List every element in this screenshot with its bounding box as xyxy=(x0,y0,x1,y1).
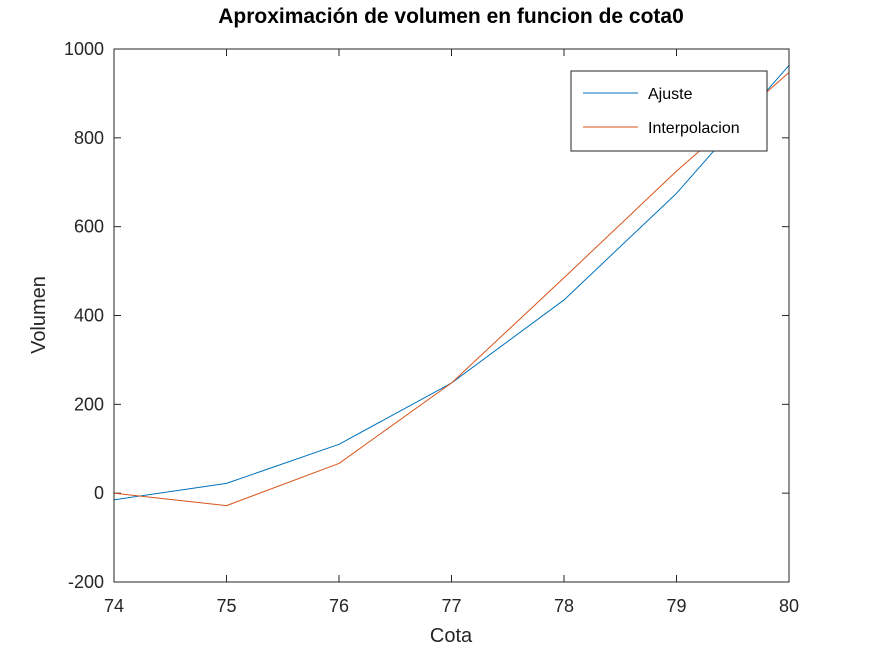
y-axis-label: Volumen xyxy=(28,276,50,354)
y-tick-label: 0 xyxy=(94,483,104,503)
x-tick-label: 77 xyxy=(441,596,461,616)
x-tick-label: 74 xyxy=(104,596,124,616)
x-tick-label: 79 xyxy=(666,596,686,616)
x-tick-label: 76 xyxy=(329,596,349,616)
y-tick-label: 1000 xyxy=(64,39,104,59)
series-line-interpolacion xyxy=(113,72,790,507)
legend-label-interpolacion: Interpolacion xyxy=(648,120,740,137)
axis-ticks: 74 75 76 77 78 79 80 -200 0 200 400 600 800 1000 xyxy=(64,39,799,616)
plot-frame xyxy=(113,48,790,583)
legend: Ajuste Interpolacion xyxy=(570,70,768,152)
y-tick-label: 200 xyxy=(74,394,104,414)
x-tick-label: 78 xyxy=(554,596,574,616)
legend-box xyxy=(570,70,768,152)
y-tick-label: 600 xyxy=(74,217,104,237)
chart-title: Aproximación de volumen en funcion de co… xyxy=(218,5,684,28)
x-axis-label: Cota xyxy=(430,625,473,647)
x-tick-label: 75 xyxy=(216,596,236,616)
x-tick-label: 80 xyxy=(779,596,799,616)
series-lines xyxy=(113,65,790,507)
y-tick-label: 400 xyxy=(74,306,104,326)
legend-label-ajuste: Ajuste xyxy=(648,86,693,103)
y-tick-label: 800 xyxy=(74,128,104,148)
y-tick-label: -200 xyxy=(68,572,104,592)
